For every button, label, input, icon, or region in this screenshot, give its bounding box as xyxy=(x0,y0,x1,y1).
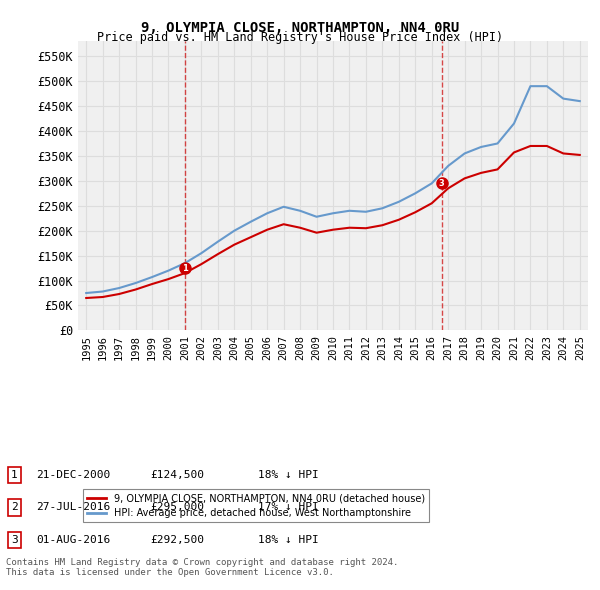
Text: £124,500: £124,500 xyxy=(150,470,204,480)
Text: 21-DEC-2000: 21-DEC-2000 xyxy=(36,470,110,480)
Text: 1: 1 xyxy=(182,264,188,273)
Text: 2: 2 xyxy=(11,503,18,512)
Text: 18% ↓ HPI: 18% ↓ HPI xyxy=(258,535,319,545)
Text: 27-JUL-2016: 27-JUL-2016 xyxy=(36,503,110,512)
Text: 9, OLYMPIA CLOSE, NORTHAMPTON, NN4 0RU: 9, OLYMPIA CLOSE, NORTHAMPTON, NN4 0RU xyxy=(141,21,459,35)
Text: 3: 3 xyxy=(439,179,445,188)
Text: Price paid vs. HM Land Registry's House Price Index (HPI): Price paid vs. HM Land Registry's House … xyxy=(97,31,503,44)
Text: £295,000: £295,000 xyxy=(150,503,204,512)
Text: £292,500: £292,500 xyxy=(150,535,204,545)
Text: 01-AUG-2016: 01-AUG-2016 xyxy=(36,535,110,545)
Text: 18% ↓ HPI: 18% ↓ HPI xyxy=(258,470,319,480)
Text: 1: 1 xyxy=(11,470,18,480)
Text: 3: 3 xyxy=(11,535,18,545)
Text: 17% ↓ HPI: 17% ↓ HPI xyxy=(258,503,319,512)
Legend: 9, OLYMPIA CLOSE, NORTHAMPTON, NN4 0RU (detached house), HPI: Average price, det: 9, OLYMPIA CLOSE, NORTHAMPTON, NN4 0RU (… xyxy=(83,490,429,522)
Text: Contains HM Land Registry data © Crown copyright and database right 2024.
This d: Contains HM Land Registry data © Crown c… xyxy=(6,558,398,577)
